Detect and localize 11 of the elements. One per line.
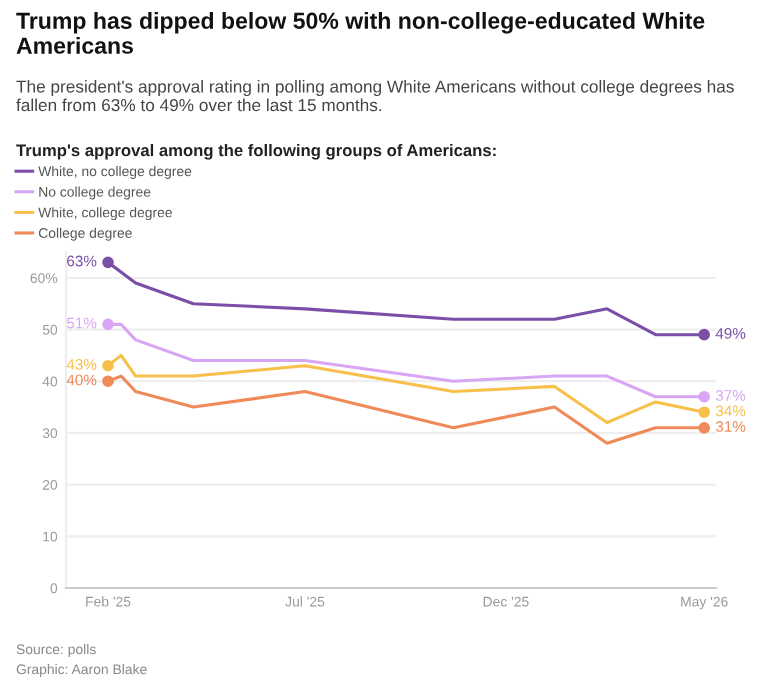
point [698,390,711,403]
point [102,375,114,388]
point [698,406,711,419]
point [102,318,114,331]
point [102,256,114,269]
point [102,359,114,372]
chart-title: Trump has dipped below 50% with non-college-educated White Americans [16,12,705,54]
chart-subtitle: The president's approval rating in polling among White Americans without college degrees has fallen from 63% to 49% over the last 15 months. [16,80,734,112]
text: Trump's approval among the following groups of Americans: [16,144,496,160]
point [698,328,711,341]
point [698,421,711,434]
